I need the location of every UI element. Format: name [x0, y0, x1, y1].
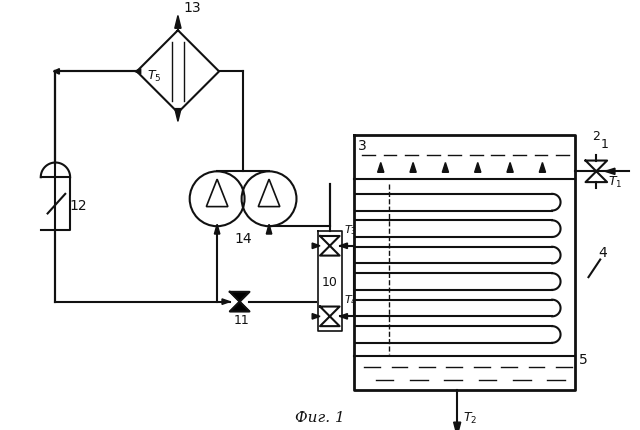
Polygon shape — [175, 109, 181, 122]
Text: 5: 5 — [579, 353, 588, 366]
Polygon shape — [230, 292, 250, 312]
Polygon shape — [214, 225, 220, 234]
Text: $T_2$: $T_2$ — [463, 410, 477, 425]
Text: 1: 1 — [600, 138, 608, 150]
Polygon shape — [312, 314, 320, 319]
Text: 4: 4 — [598, 245, 607, 259]
Text: $T_4$: $T_4$ — [344, 293, 357, 307]
Polygon shape — [410, 163, 416, 173]
Polygon shape — [475, 163, 481, 173]
Polygon shape — [135, 70, 141, 75]
Text: $T_5$: $T_5$ — [147, 69, 161, 84]
Polygon shape — [507, 163, 513, 173]
Text: 14: 14 — [235, 231, 252, 245]
Polygon shape — [442, 163, 449, 173]
Text: 12: 12 — [69, 198, 87, 212]
Polygon shape — [312, 243, 320, 249]
Polygon shape — [605, 169, 615, 175]
Polygon shape — [378, 163, 384, 173]
Polygon shape — [340, 314, 348, 319]
Polygon shape — [454, 422, 461, 430]
Text: 3: 3 — [358, 138, 367, 152]
Text: 11: 11 — [234, 313, 250, 326]
Text: 13: 13 — [184, 0, 202, 15]
Text: $T_3$: $T_3$ — [344, 223, 356, 237]
Polygon shape — [340, 243, 348, 249]
Polygon shape — [540, 163, 545, 173]
Text: $T_1$: $T_1$ — [608, 175, 623, 190]
Polygon shape — [54, 70, 60, 75]
Text: 10: 10 — [322, 275, 338, 288]
Polygon shape — [175, 16, 181, 29]
Polygon shape — [266, 225, 272, 234]
Text: Фиг. 1: Фиг. 1 — [295, 410, 345, 424]
Polygon shape — [222, 299, 230, 305]
Text: 2: 2 — [593, 130, 600, 143]
